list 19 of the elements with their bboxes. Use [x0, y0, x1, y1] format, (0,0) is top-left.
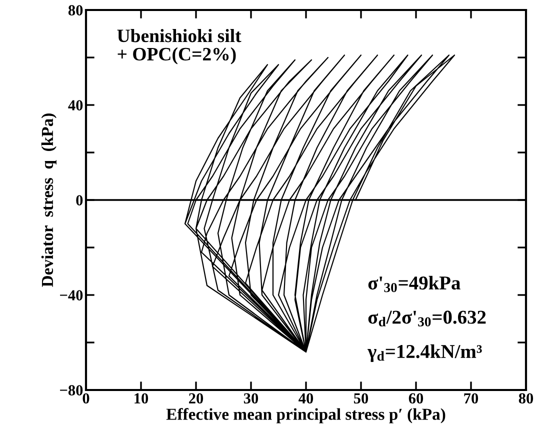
- x-tick-label: 60: [408, 393, 424, 404]
- annotation: σ'$_{30}$=49kPa: [368, 276, 460, 292]
- x-tick-label: 10: [134, 393, 148, 404]
- annotation: γ$_{d}$=12.4kN/m³: [367, 344, 482, 362]
- x-tick-label: 80: [518, 393, 534, 404]
- y-tick-label: 40: [68, 100, 83, 110]
- y-tick-label: −80: [60, 385, 83, 396]
- x-tick-label: 50: [354, 393, 368, 404]
- x-tick-label: 30: [244, 393, 258, 404]
- x-axis-title: Effective mean principal stress p′ (kPa): [166, 408, 446, 424]
- y-axis-title: Deviator stress q (kPa): [41, 114, 56, 287]
- y-tick-label: 0: [76, 195, 83, 206]
- y-tick-label: −40: [60, 290, 83, 300]
- x-tick-label: 40: [298, 393, 314, 404]
- y-tick-label: 80: [68, 5, 83, 16]
- x-tick-label: 70: [464, 393, 478, 404]
- x-tick-label: 20: [189, 393, 204, 404]
- annotation: Ubenishioki silt + OPC(C=2%): [117, 29, 242, 64]
- annotation: σ$_{d}$/2σ'$_{30}$=0.632: [368, 310, 486, 326]
